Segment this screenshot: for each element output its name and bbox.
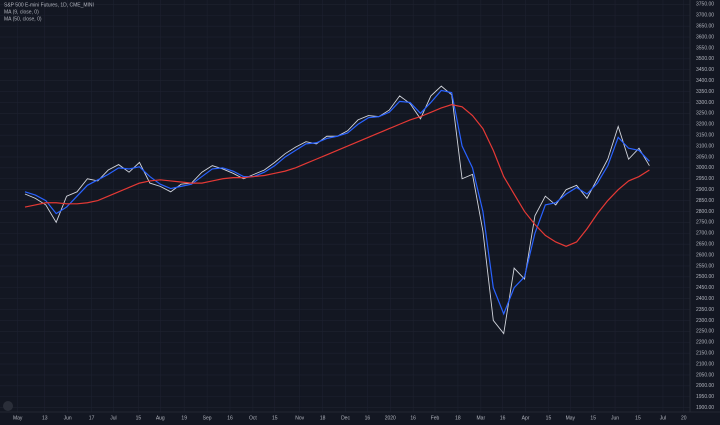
- y-tick-label: 2750.00: [696, 220, 714, 226]
- x-tick-label: May: [566, 415, 576, 421]
- y-tick-label: 2950.00: [696, 176, 714, 182]
- series-line: [24, 89, 650, 316]
- y-tick-label: 1950.00: [696, 394, 714, 400]
- x-tick-label: Mar: [477, 415, 486, 421]
- y-tick-label: 3550.00: [696, 45, 714, 51]
- y-tick-label: 3200.00: [696, 122, 714, 128]
- y-tick-label: 3250.00: [696, 111, 714, 117]
- x-tick-label: Dec: [341, 415, 350, 421]
- y-tick-label: 3050.00: [696, 154, 714, 160]
- x-tick-label: Aug: [156, 415, 165, 421]
- x-tick-label: 15: [635, 415, 641, 421]
- x-tick-label: 15: [590, 415, 596, 421]
- y-tick-label: 3000.00: [696, 165, 714, 171]
- y-tick-label: 2500.00: [696, 274, 714, 280]
- y-tick-label: 3400.00: [696, 78, 714, 84]
- x-tick-label: Jul: [660, 415, 666, 421]
- x-tick-label: Oct: [249, 415, 257, 421]
- x-tick-label: 15: [136, 415, 142, 421]
- y-tick-label: 2450.00: [696, 285, 714, 291]
- y-tick-label: 2350.00: [696, 307, 714, 313]
- x-tick-label: 18: [320, 415, 326, 421]
- y-tick-label: 2700.00: [696, 231, 714, 237]
- series-line: [24, 104, 650, 247]
- y-tick-label: 2650.00: [696, 241, 714, 247]
- y-tick-label: 2900.00: [696, 187, 714, 193]
- y-tick-label: 2000.00: [696, 383, 714, 389]
- plot: [24, 85, 650, 335]
- x-tick-label: 16: [227, 415, 233, 421]
- y-tick-label: 3600.00: [696, 34, 714, 40]
- x-tick-label: 16: [410, 415, 416, 421]
- y-tick-label: 3150.00: [696, 132, 714, 138]
- x-tick-label: 15: [272, 415, 278, 421]
- y-tick-label: 3100.00: [696, 143, 714, 149]
- y-tick-label: 2200.00: [696, 340, 714, 346]
- settings-button[interactable]: [3, 401, 13, 411]
- y-tick-label: 1900.00: [696, 405, 714, 411]
- x-tick-label: 16: [500, 415, 506, 421]
- x-tick-label: Jul: [110, 415, 116, 421]
- x-tick-label: 20: [681, 415, 687, 421]
- x-tick-label: Feb: [431, 415, 440, 421]
- y-tick-label: 2850.00: [696, 198, 714, 204]
- y-tick-label: 3500.00: [696, 56, 714, 62]
- y-tick-label: 2600.00: [696, 252, 714, 258]
- y-tick-label: 3350.00: [696, 89, 714, 95]
- x-tick-label: 2020: [385, 415, 396, 421]
- x-tick-label: Sep: [203, 415, 212, 421]
- y-tick-label: 3700.00: [696, 13, 714, 19]
- y-tick-label: 2150.00: [696, 350, 714, 356]
- x-tick-label: Jun: [611, 415, 619, 421]
- legend-entry: MA (50, close, 0): [4, 16, 42, 22]
- x-tick-label: May: [13, 415, 23, 421]
- x-tick-label: 16: [365, 415, 371, 421]
- legend-entry: MA (9, close, 0): [4, 9, 39, 15]
- x-tick-label: Apr: [522, 415, 530, 421]
- y-tick-label: 3300.00: [696, 100, 714, 106]
- x-tick-label: 18: [455, 415, 461, 421]
- y-tick-label: 3650.00: [696, 23, 714, 29]
- x-tick-label: Nov: [295, 415, 304, 421]
- y-tick-label: 3750.00: [696, 2, 714, 8]
- x-tick-label: 13: [42, 415, 48, 421]
- x-tick-label: 15: [546, 415, 552, 421]
- y-tick-label: 2050.00: [696, 372, 714, 378]
- chart-title: S&P 500 E-mini Futures, 1D, CME_MINI: [4, 2, 94, 8]
- y-tick-label: 2250.00: [696, 329, 714, 335]
- y-tick-label: 2550.00: [696, 263, 714, 269]
- y-tick-label: 2800.00: [696, 209, 714, 215]
- x-tick-label: Jun: [64, 415, 72, 421]
- grid: [0, 0, 690, 412]
- x-tick-label: 17: [89, 415, 95, 421]
- y-tick-label: 2300.00: [696, 318, 714, 324]
- x-tick-label: 19: [181, 415, 187, 421]
- y-tick-label: 2400.00: [696, 296, 714, 302]
- y-tick-label: 3450.00: [696, 67, 714, 73]
- y-tick-label: 2100.00: [696, 361, 714, 367]
